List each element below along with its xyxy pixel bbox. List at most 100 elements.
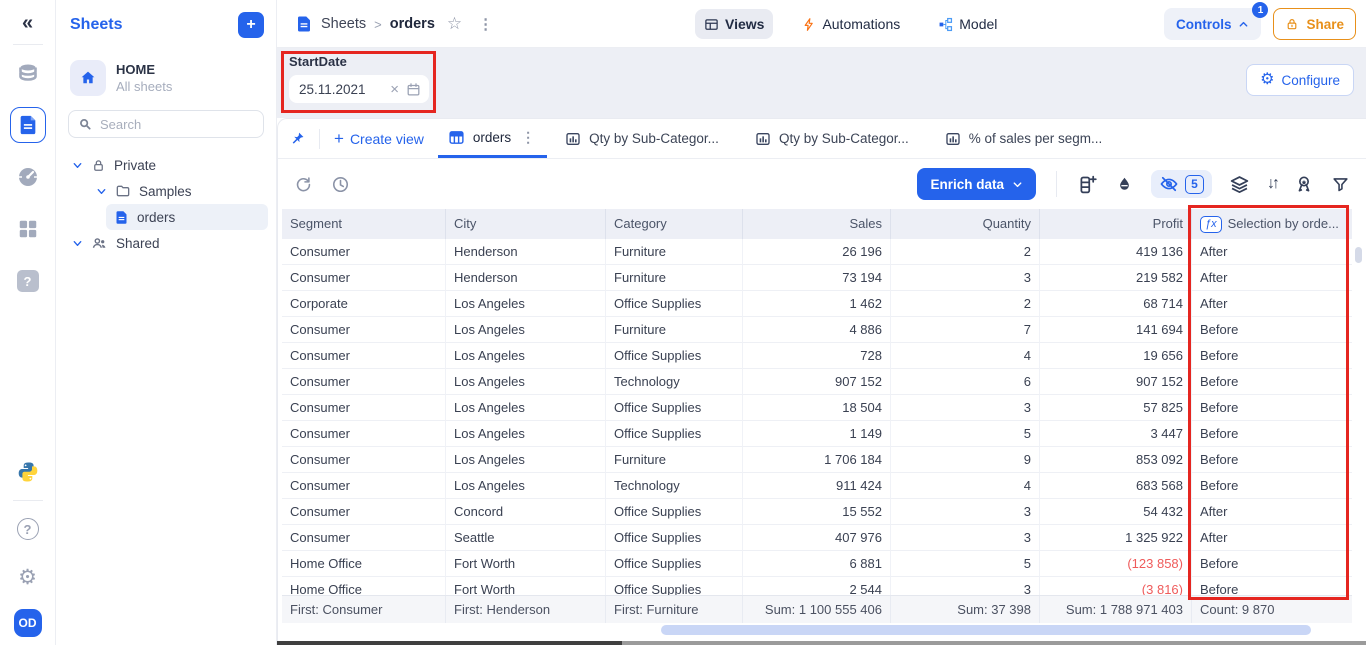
cell-category[interactable]: Furniture xyxy=(605,447,742,473)
cell-quantity[interactable]: 5 xyxy=(890,421,1039,447)
cell-selection-by-orde[interactable]: After xyxy=(1191,525,1352,551)
cell-category[interactable]: Furniture xyxy=(605,265,742,291)
cell-quantity[interactable]: 9 xyxy=(890,447,1039,473)
table-row[interactable]: Consumer Henderson Furniture 73 194 3 219 582… xyxy=(282,265,1352,291)
column-header-category[interactable]: Category xyxy=(605,209,742,239)
share-button[interactable]: Share xyxy=(1273,8,1356,40)
cell-sales[interactable]: 26 196 xyxy=(742,239,890,265)
cell-profit[interactable]: 853 092 xyxy=(1039,447,1191,473)
cell-sales[interactable]: 18 504 xyxy=(742,395,890,421)
cell-selection-by-orde[interactable]: Before xyxy=(1191,343,1352,369)
cell-profit[interactable]: 19 656 xyxy=(1039,343,1191,369)
column-header-segment[interactable]: Segment xyxy=(282,209,445,239)
cell-selection-by-orde[interactable]: Before xyxy=(1191,577,1352,595)
cell-city[interactable]: Henderson xyxy=(445,265,605,291)
cell-segment[interactable]: Consumer xyxy=(282,317,445,343)
cell-selection-by-orde[interactable]: Before xyxy=(1191,395,1352,421)
enrich-data-button[interactable]: Enrich data xyxy=(917,168,1036,200)
tab-chart-3[interactable]: % of sales per segm... xyxy=(927,119,1121,158)
more-menu-icon[interactable]: ⋮ xyxy=(478,16,494,33)
cell-category[interactable]: Office Supplies xyxy=(605,291,742,317)
cell-city[interactable]: Fort Worth xyxy=(445,551,605,577)
cell-quantity[interactable]: 7 xyxy=(890,317,1039,343)
layers-button[interactable] xyxy=(1229,174,1250,195)
cell-selection-by-orde[interactable]: After xyxy=(1191,265,1352,291)
table-row[interactable]: Corporate Los Angeles Office Supplies 1 462… xyxy=(282,291,1352,317)
cell-quantity[interactable]: 3 xyxy=(890,525,1039,551)
filter-button[interactable] xyxy=(1331,175,1350,194)
cell-profit[interactable]: 907 152 xyxy=(1039,369,1191,395)
cell-city[interactable]: Los Angeles xyxy=(445,395,605,421)
table-row[interactable]: Consumer Los Angeles Technology 911 424 4 683… xyxy=(282,473,1352,499)
cell-selection-by-orde[interactable]: After xyxy=(1191,239,1352,265)
tree-item-shared[interactable]: Shared xyxy=(56,230,276,256)
cell-city[interactable]: Los Angeles xyxy=(445,421,605,447)
cell-city[interactable]: Seattle xyxy=(445,525,605,551)
cell-quantity[interactable]: 3 xyxy=(890,499,1039,525)
cell-profit[interactable]: 54 432 xyxy=(1039,499,1191,525)
cell-quantity[interactable]: 3 xyxy=(890,577,1039,595)
format-color-button[interactable] xyxy=(1115,175,1134,194)
cell-city[interactable]: Fort Worth xyxy=(445,577,605,595)
cell-segment[interactable]: Consumer xyxy=(282,447,445,473)
column-header-profit[interactable]: Profit xyxy=(1039,209,1191,239)
nav-views[interactable]: Views xyxy=(695,9,774,39)
cell-category[interactable]: Office Supplies xyxy=(605,499,742,525)
cell-city[interactable]: Concord xyxy=(445,499,605,525)
cell-quantity[interactable]: 6 xyxy=(890,369,1039,395)
cell-selection-by-orde[interactable]: Before xyxy=(1191,473,1352,499)
column-header-selection-by-orde[interactable]: ƒx Selection by orde... xyxy=(1191,209,1352,239)
nav-automations[interactable]: Automations xyxy=(793,9,909,39)
cell-city[interactable]: Los Angeles xyxy=(445,343,605,369)
cell-segment[interactable]: Consumer xyxy=(282,343,445,369)
cell-city[interactable]: Los Angeles xyxy=(445,291,605,317)
cell-profit[interactable]: 219 582 xyxy=(1039,265,1191,291)
vertical-scrollbar[interactable] xyxy=(1355,247,1362,263)
add-sheet-button[interactable]: + xyxy=(238,12,264,38)
cell-sales[interactable]: 6 881 xyxy=(742,551,890,577)
cell-category[interactable]: Technology xyxy=(605,369,742,395)
calendar-icon[interactable] xyxy=(406,82,421,97)
horizontal-scrollbar[interactable] xyxy=(661,625,1311,635)
cell-sales[interactable]: 15 552 xyxy=(742,499,890,525)
cell-segment[interactable]: Consumer xyxy=(282,239,445,265)
controls-button[interactable]: Controls 1 xyxy=(1163,2,1269,40)
search-input[interactable] xyxy=(100,116,230,132)
cell-category[interactable]: Furniture xyxy=(605,317,742,343)
tab-menu-icon[interactable]: ⋮ xyxy=(521,128,536,145)
table-row[interactable]: Consumer Los Angeles Office Supplies 728 4 19… xyxy=(282,343,1352,369)
cell-segment[interactable]: Consumer xyxy=(282,499,445,525)
cell-quantity[interactable]: 5 xyxy=(890,551,1039,577)
table-row[interactable]: Consumer Los Angeles Furniture 1 706 184 9 85… xyxy=(282,447,1352,473)
cell-city[interactable]: Henderson xyxy=(445,239,605,265)
cell-selection-by-orde[interactable]: Before xyxy=(1191,551,1352,577)
cell-selection-by-orde[interactable]: Before xyxy=(1191,369,1352,395)
cell-selection-by-orde[interactable]: After xyxy=(1191,499,1352,525)
table-row[interactable]: Home Office Fort Worth Office Supplies 6 88… xyxy=(282,551,1352,577)
clear-date-icon[interactable]: × xyxy=(390,80,399,98)
cell-selection-by-orde[interactable]: Before xyxy=(1191,421,1352,447)
cell-profit[interactable]: 1 325 922 xyxy=(1039,525,1191,551)
table-row[interactable]: Home Office Fort Worth Office Supplies 2 54… xyxy=(282,577,1352,595)
cell-segment[interactable]: Consumer xyxy=(282,265,445,291)
cell-selection-by-orde[interactable]: Before xyxy=(1191,447,1352,473)
cell-sales[interactable]: 2 544 xyxy=(742,577,890,595)
cell-sales[interactable]: 1 462 xyxy=(742,291,890,317)
sheets-section-icon[interactable] xyxy=(9,107,46,143)
cell-quantity[interactable]: 3 xyxy=(890,265,1039,291)
cell-category[interactable]: Office Supplies xyxy=(605,525,742,551)
settings-icon[interactable]: ⚙ xyxy=(10,559,46,595)
cell-category[interactable]: Office Supplies xyxy=(605,551,742,577)
cell-profit[interactable]: 419 136 xyxy=(1039,239,1191,265)
cell-sales[interactable]: 73 194 xyxy=(742,265,890,291)
cell-profit[interactable]: 141 694 xyxy=(1039,317,1191,343)
cell-city[interactable]: Los Angeles xyxy=(445,369,605,395)
ranking-button[interactable] xyxy=(1294,174,1314,194)
cell-sales[interactable]: 907 152 xyxy=(742,369,890,395)
pin-icon[interactable] xyxy=(290,131,305,146)
cell-category[interactable]: Office Supplies xyxy=(605,343,742,369)
cell-segment[interactable]: Consumer xyxy=(282,525,445,551)
table-row[interactable]: Consumer Los Angeles Furniture 4 886 7 141 69… xyxy=(282,317,1352,343)
cell-sales[interactable]: 1 706 184 xyxy=(742,447,890,473)
nav-model[interactable]: Model xyxy=(929,9,1006,39)
